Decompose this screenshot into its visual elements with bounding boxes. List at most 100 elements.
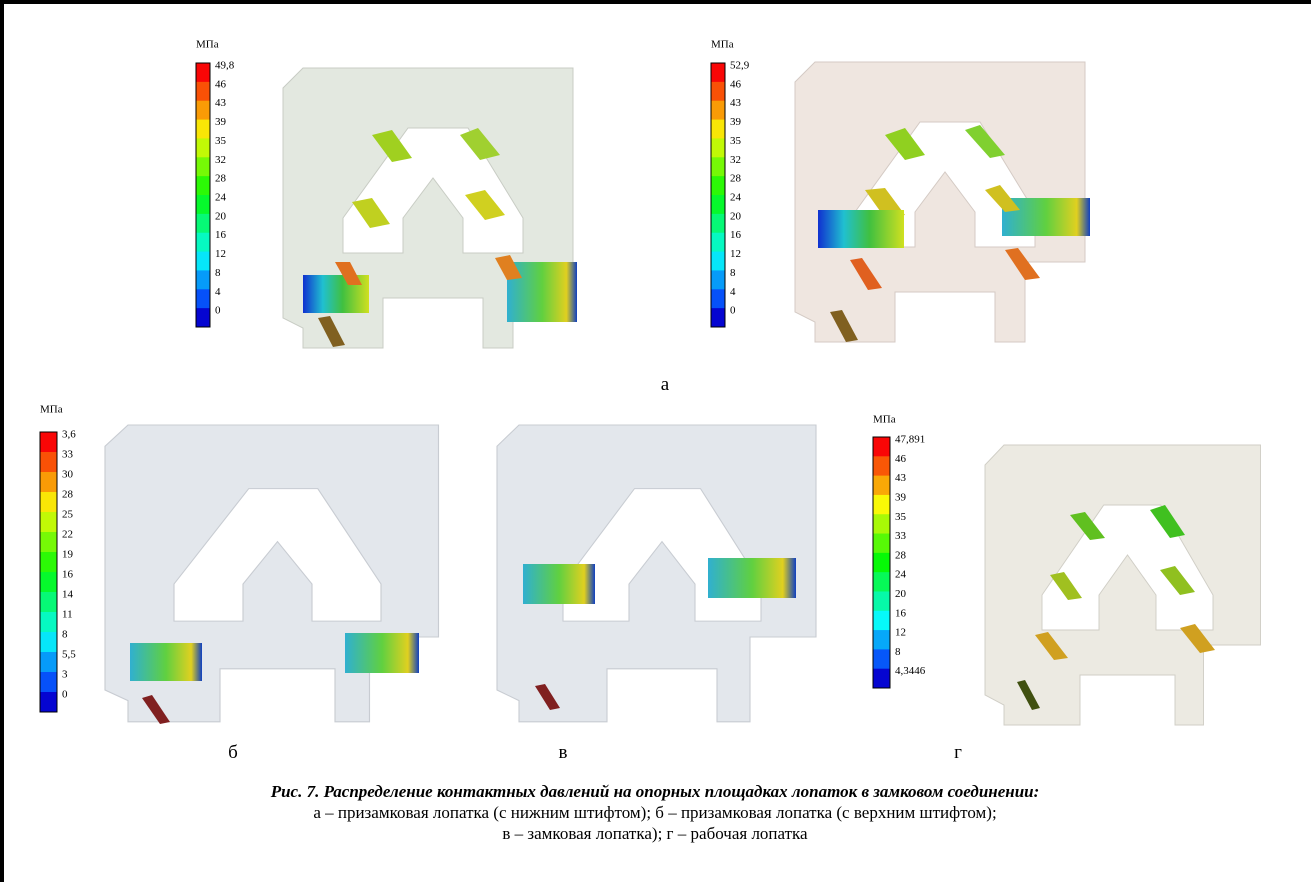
legend-swatch (40, 652, 57, 673)
legend-label: 8 (895, 646, 901, 658)
legend-swatch (711, 120, 725, 139)
legend-label: 33 (895, 530, 907, 542)
legend-label: 4,3446 (895, 665, 926, 677)
legend-swatch (873, 572, 890, 592)
legend-swatch (40, 452, 57, 473)
legend-swatch (196, 270, 210, 289)
legend-label: 12 (895, 627, 906, 639)
legend-label: 16 (730, 229, 742, 241)
legend-label: 47,891 (895, 434, 925, 446)
legend-swatch (711, 157, 725, 176)
legend-swatch (873, 534, 890, 554)
legend-label: 4 (215, 286, 221, 298)
legend-label: 8 (62, 629, 68, 641)
panel-label: б (228, 742, 238, 763)
legend-swatch (40, 532, 57, 553)
legend-swatch (40, 512, 57, 533)
legend-swatch (711, 252, 725, 271)
legend-label: 32 (215, 154, 226, 166)
legend-label: 52,9 (730, 60, 750, 72)
legend-label: 24 (215, 192, 227, 204)
legend-label: 33 (62, 449, 74, 461)
legend-swatch (873, 591, 890, 611)
legend-swatch (40, 492, 57, 513)
legend-label: 0 (730, 305, 736, 317)
legend-label: 28 (62, 489, 74, 501)
legend-label: 16 (895, 607, 907, 619)
legend-swatch (711, 82, 725, 101)
legend-label: 22 (62, 529, 73, 541)
legend-swatch (40, 612, 57, 633)
legend-label: 12 (730, 248, 741, 260)
legend-swatch (40, 432, 57, 453)
model-a2 (795, 62, 1090, 342)
legend-swatch (196, 252, 210, 271)
legend-swatch (873, 437, 890, 457)
legend-swatch (873, 514, 890, 534)
legend-label: 19 (62, 549, 74, 561)
figure: а б в г Рис. 7. Распределение контактных… (0, 0, 1311, 882)
panel-label: а (661, 374, 670, 395)
legend-swatch (40, 672, 57, 693)
legend-swatch (40, 572, 57, 593)
legend-swatch (711, 214, 725, 233)
caption-line: в – замковая лопатка); г – рабочая лопат… (502, 824, 808, 843)
legend-label: 39 (730, 116, 742, 128)
legend-label: 46 (730, 78, 742, 90)
legend-swatch (196, 157, 210, 176)
legend-swatch (711, 138, 725, 157)
legend-swatch (196, 195, 210, 214)
legend-label: 24 (730, 192, 742, 204)
legend-label: 14 (62, 589, 74, 601)
caption-line: а – призамковая лопатка (с нижним штифто… (313, 803, 996, 822)
legend-label: 3,6 (62, 429, 76, 441)
legend-label: 28 (215, 173, 227, 185)
legend-label: 20 (895, 588, 907, 600)
legend-swatch (711, 176, 725, 195)
legend-unit: МПа (196, 39, 219, 51)
page: а б в г Рис. 7. Распределение контактных… (0, 0, 1311, 882)
legend-label: 0 (215, 305, 221, 317)
legend-swatch (196, 82, 210, 101)
legend-label: 20 (215, 210, 227, 222)
legend-swatch (873, 630, 890, 650)
legend-label: 16 (215, 229, 227, 241)
legend-swatch (40, 472, 57, 493)
legend-label: 28 (895, 549, 907, 561)
legend-swatch (711, 63, 725, 82)
legend-label: 8 (215, 267, 221, 279)
legend-label: 24 (895, 569, 907, 581)
legend-label: 32 (730, 154, 741, 166)
legend-label: 3 (62, 669, 68, 681)
legend-label: 35 (730, 135, 742, 147)
legend-unit: МПа (40, 404, 63, 416)
legend-label: 4 (730, 286, 736, 298)
legend-swatch (40, 692, 57, 713)
legend-label: 11 (62, 609, 73, 621)
legend-label: 39 (215, 116, 227, 128)
panel-label: в (559, 742, 568, 763)
legend-swatch (711, 101, 725, 120)
legend-label: 39 (895, 491, 907, 503)
legend-swatch (873, 649, 890, 669)
legend-swatch (40, 592, 57, 613)
legend-swatch (196, 176, 210, 195)
legend-label: 20 (730, 210, 742, 222)
legend-label: 43 (895, 472, 907, 484)
legend-label: 16 (62, 569, 74, 581)
legend-label: 28 (730, 173, 742, 185)
legend-swatch (196, 289, 210, 308)
legend-swatch (196, 120, 210, 139)
legend-unit: МПа (711, 39, 734, 51)
legend-swatch (40, 632, 57, 653)
legend-swatch (873, 553, 890, 573)
legend-swatch (711, 289, 725, 308)
legend-swatch (196, 233, 210, 252)
model-a1 (283, 68, 577, 348)
legend-label: 43 (730, 97, 742, 109)
legend-swatch (196, 63, 210, 82)
model-g (985, 445, 1261, 725)
legend-swatch (196, 308, 210, 327)
legend-label: 0 (62, 689, 68, 701)
model-b (105, 425, 439, 724)
